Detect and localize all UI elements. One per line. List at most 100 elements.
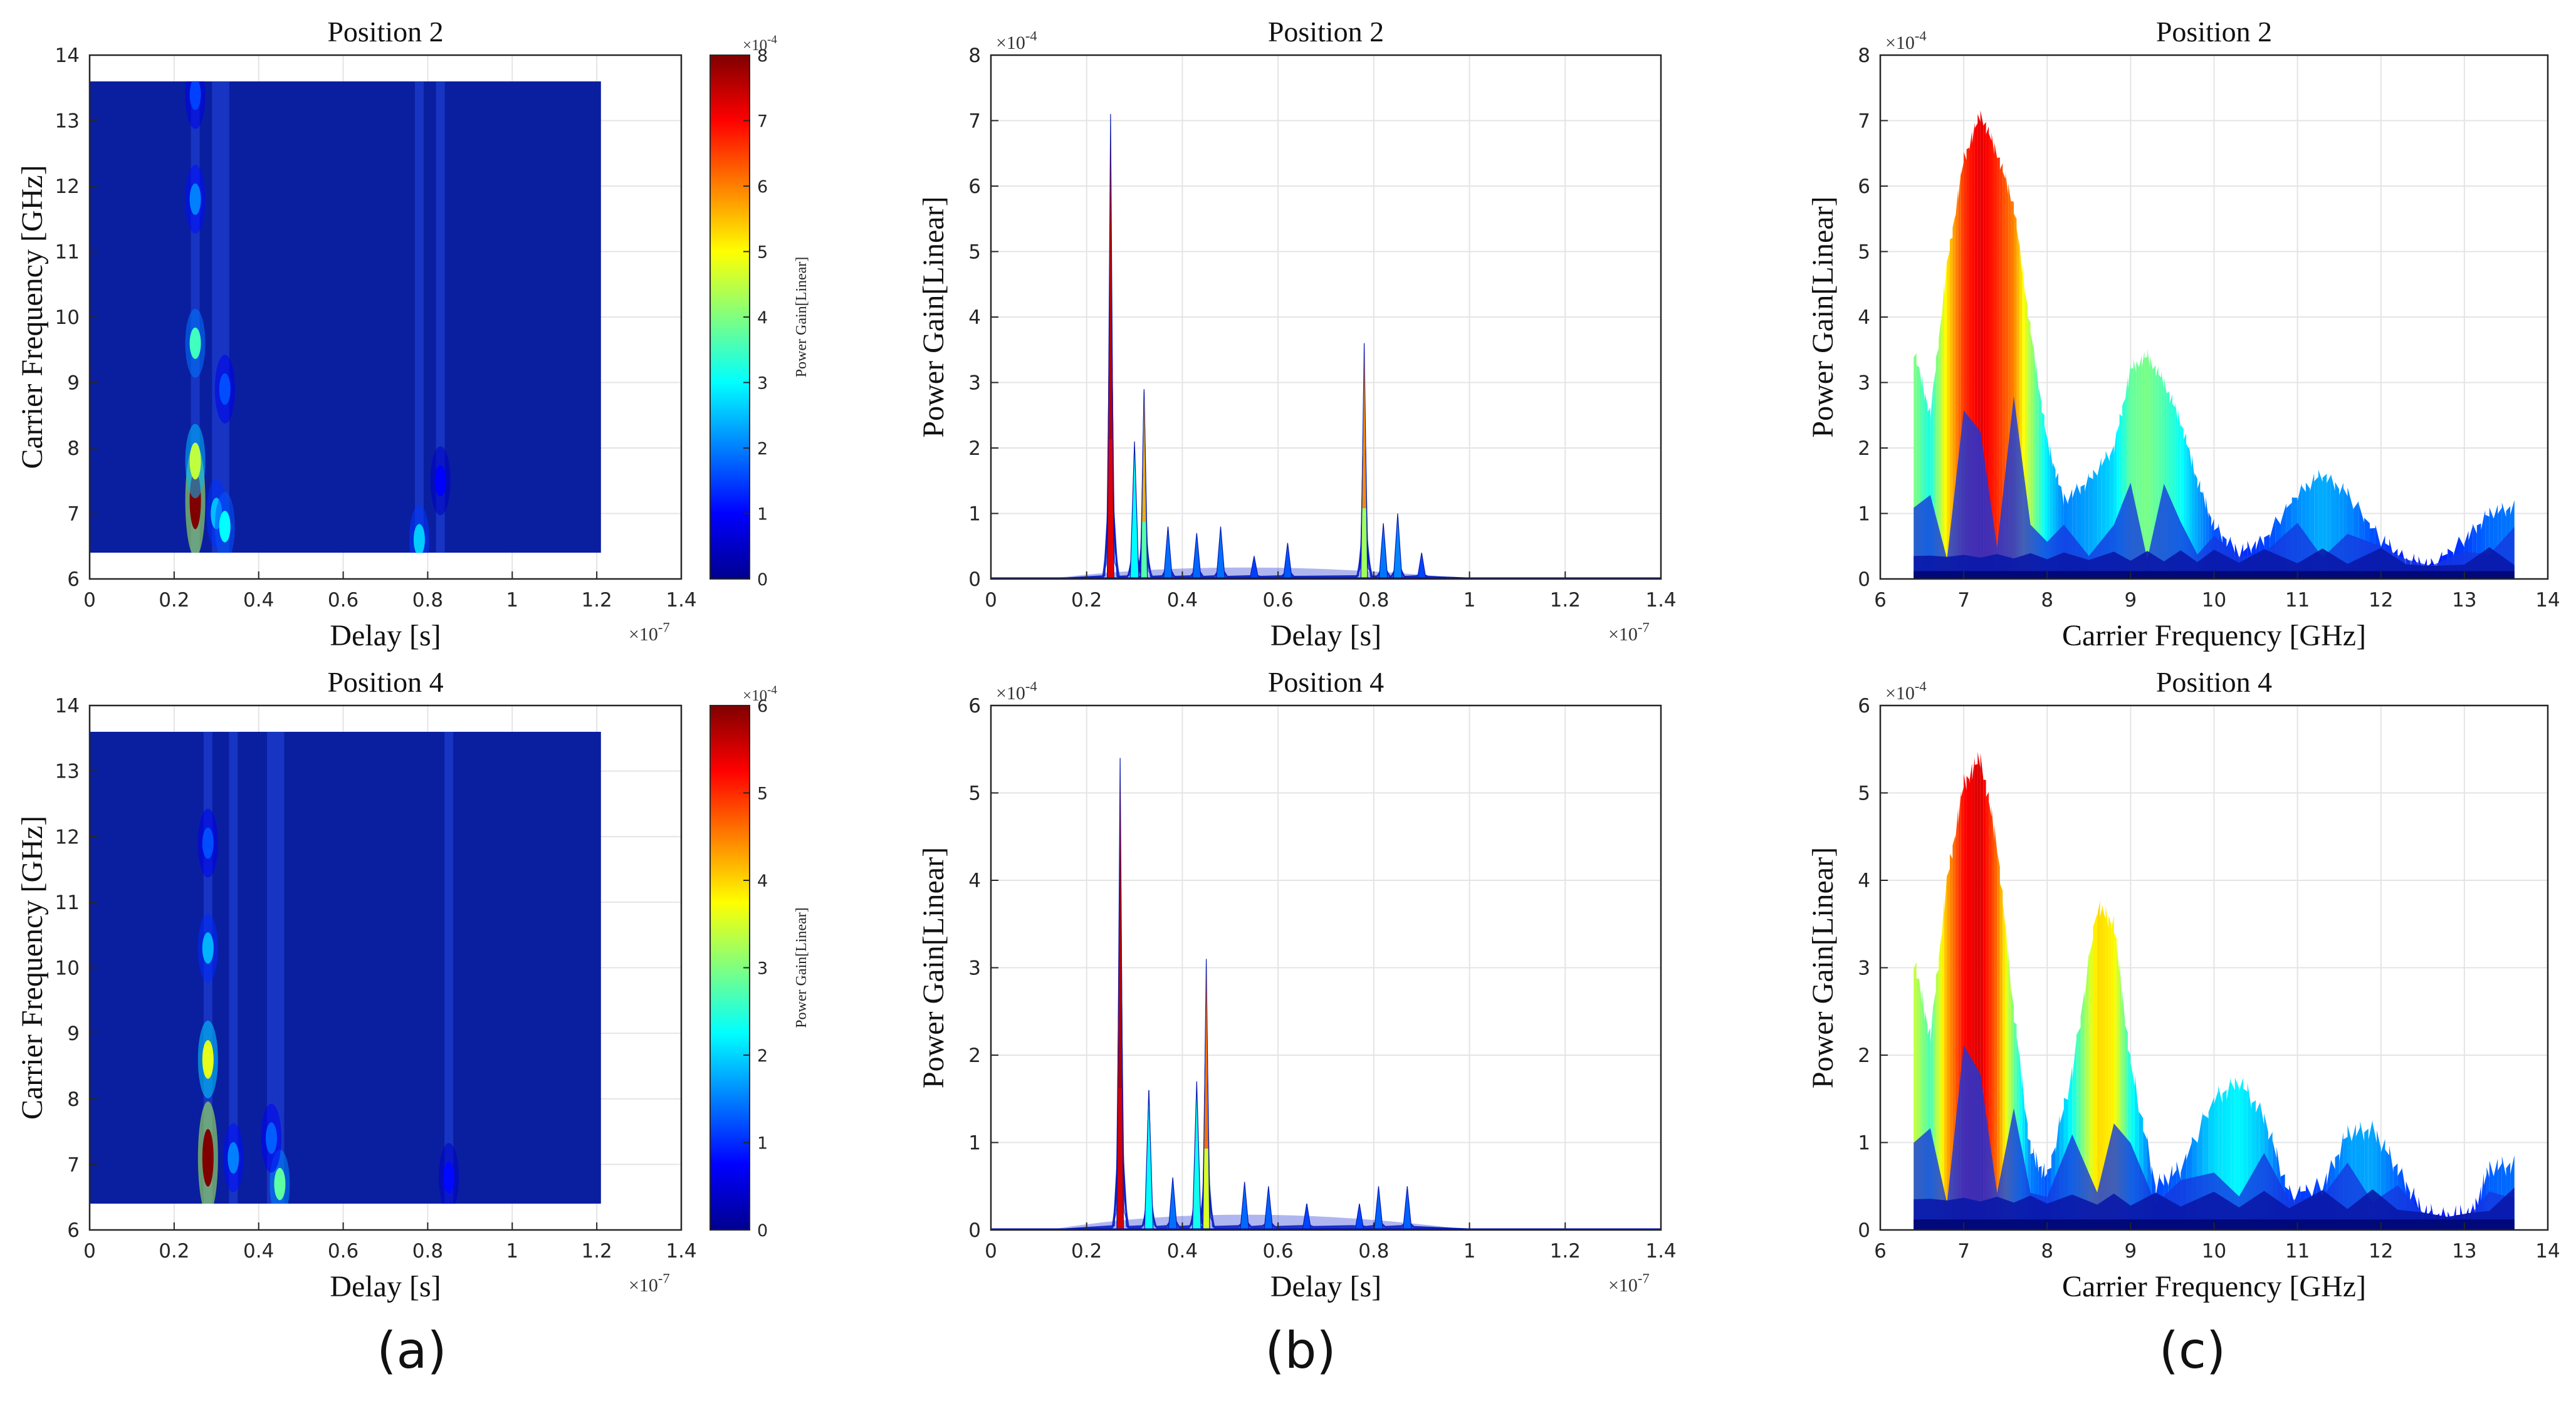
delay-peak-core	[1362, 352, 1366, 509]
spectrum-slice	[2088, 939, 2093, 1230]
y-tick-label: 6	[968, 175, 981, 198]
y-tick-label: 0	[1858, 1219, 1870, 1242]
x-tick-label: 1	[1463, 589, 1476, 612]
x-tick-label: 6	[1874, 1240, 1887, 1263]
heatmap-hotspot	[434, 465, 446, 497]
x-tick-label: 0.8	[412, 1240, 443, 1263]
x-tick-label: 0.6	[1262, 589, 1293, 612]
delay-streak	[266, 731, 276, 1204]
delay-streak	[212, 81, 221, 553]
spectrum-slice	[2147, 348, 2150, 579]
y-tick-label: 11	[55, 241, 80, 264]
colorbar-tick-label: 1	[757, 1134, 768, 1153]
x-tick-label: 0.4	[1167, 589, 1198, 612]
spectrum-slice	[1994, 825, 1997, 1230]
x-axis-label: Delay [s]	[330, 619, 441, 652]
spectrum-slice	[1939, 316, 1942, 579]
y-exponent: ×10-4	[996, 679, 1037, 704]
delay-streak	[414, 81, 424, 553]
y-tick-label: 3	[1858, 957, 1870, 980]
y-tick-label: 13	[55, 761, 80, 783]
spectrum-slice	[2033, 342, 2036, 579]
x-tick-label: 1.4	[1645, 1240, 1676, 1263]
spectrum-slice	[2142, 351, 2145, 579]
x-exponent: ×10-7	[629, 620, 670, 645]
x-tick-label: 0.6	[1262, 1240, 1293, 1263]
spectrum-layer-mid	[1914, 396, 2515, 579]
colorbar	[709, 705, 750, 1231]
spectrum-slice	[1994, 142, 1997, 580]
x-tick-label: 13	[2452, 589, 2476, 612]
x-tick-label: 1	[506, 589, 518, 612]
spectrum-slice	[2030, 332, 2034, 579]
spectrum-slice	[1949, 853, 1953, 1230]
y-tick-label: 4	[1858, 306, 1870, 329]
y-tick-label: 7	[67, 1153, 80, 1176]
y-tick-label: 8	[1858, 44, 1870, 67]
spectrum-slice	[1947, 868, 1950, 1230]
y-tick-label: 2	[1858, 1044, 1870, 1067]
y-tick-label: 5	[968, 241, 981, 264]
x-exponent: ×10-7	[1608, 620, 1650, 645]
heatmap-field	[90, 731, 601, 1204]
y-tick-label: 7	[67, 503, 80, 526]
x-tick-label: 0.4	[243, 589, 274, 612]
x-tick-label: 0	[83, 1240, 96, 1263]
x-axis-label: Delay [s]	[330, 1270, 441, 1303]
heatmap-hotspot	[443, 1162, 455, 1194]
heatmap-hotspot	[228, 1142, 239, 1174]
colorbar-tick-label: 5	[757, 784, 768, 804]
x-tick-label: 0	[985, 589, 997, 612]
spectrum-slice	[2038, 388, 2042, 579]
y-tick-label: 9	[67, 1023, 80, 1045]
x-tick-label: 1.4	[666, 1240, 696, 1263]
y-tick-label: 5	[968, 783, 981, 805]
spectrum-slice	[2097, 900, 2100, 1230]
y-axis-label: Power Gain[Linear]	[1806, 196, 1840, 437]
colorbar-label: Power Gain[Linear]	[793, 907, 810, 1028]
x-tick-label: 7	[1957, 589, 1970, 612]
colorbar-tick-label: 7	[757, 112, 768, 132]
y-tick-label: 1	[968, 503, 981, 526]
delay-streak	[436, 81, 445, 553]
x-tick-label: 14	[2535, 589, 2560, 612]
x-tick-label: 14	[2535, 1240, 2560, 1263]
x-tick-label: 10	[2202, 589, 2226, 612]
y-tick-label: 2	[968, 437, 981, 460]
chart-title: Position 2	[2156, 16, 2272, 48]
y-tick-label: 8	[968, 44, 981, 67]
delay-peak-core	[1108, 132, 1113, 440]
heatmap-hotspot	[189, 183, 201, 215]
heatmap-hotspot	[189, 327, 201, 359]
heatmap-hotspot	[219, 373, 231, 405]
spectrum-slice	[1991, 806, 1994, 1230]
x-axis-label: Carrier Frequency [GHz]	[2062, 1270, 2366, 1303]
chart-b4: 0 0.2 0.4 0.6 0.8 1 1.2 1.4 0 1 2 3 4 5 6 Position 4 Del…	[917, 666, 1677, 1303]
colorbar-tick-label: 6	[757, 177, 768, 197]
chart-title: Position 4	[327, 666, 443, 698]
y-tick-label: 0	[1858, 568, 1870, 591]
y-tick-label: 10	[55, 306, 80, 329]
y-tick-label: 3	[968, 957, 981, 980]
y-tick-label: 7	[1858, 110, 1870, 133]
spectrum-slice	[1944, 872, 1947, 1230]
y-tick-label: 1	[968, 1132, 981, 1155]
profile-base	[1048, 1214, 1470, 1230]
x-tick-label: 0.6	[328, 589, 359, 612]
y-tick-label: 1	[1858, 503, 1870, 526]
panel-label: (a)	[377, 1321, 446, 1380]
spectrum-slice	[1997, 851, 2000, 1230]
spectrum-slice	[2085, 951, 2089, 1230]
y-tick-label: 6	[67, 568, 80, 591]
x-axis-label: Carrier Frequency [GHz]	[2062, 619, 2366, 652]
y-tick-label: 9	[67, 372, 80, 395]
x-tick-label: 0.2	[159, 589, 189, 612]
x-tick-label: 0.2	[159, 1240, 189, 1263]
x-tick-label: 1.2	[1550, 589, 1581, 612]
spectrum-slice	[1944, 259, 1947, 579]
heatmap-hotspot	[265, 1122, 277, 1154]
spectrum-slice	[1941, 283, 1945, 579]
colorbar-tick-label: 5	[757, 243, 768, 263]
